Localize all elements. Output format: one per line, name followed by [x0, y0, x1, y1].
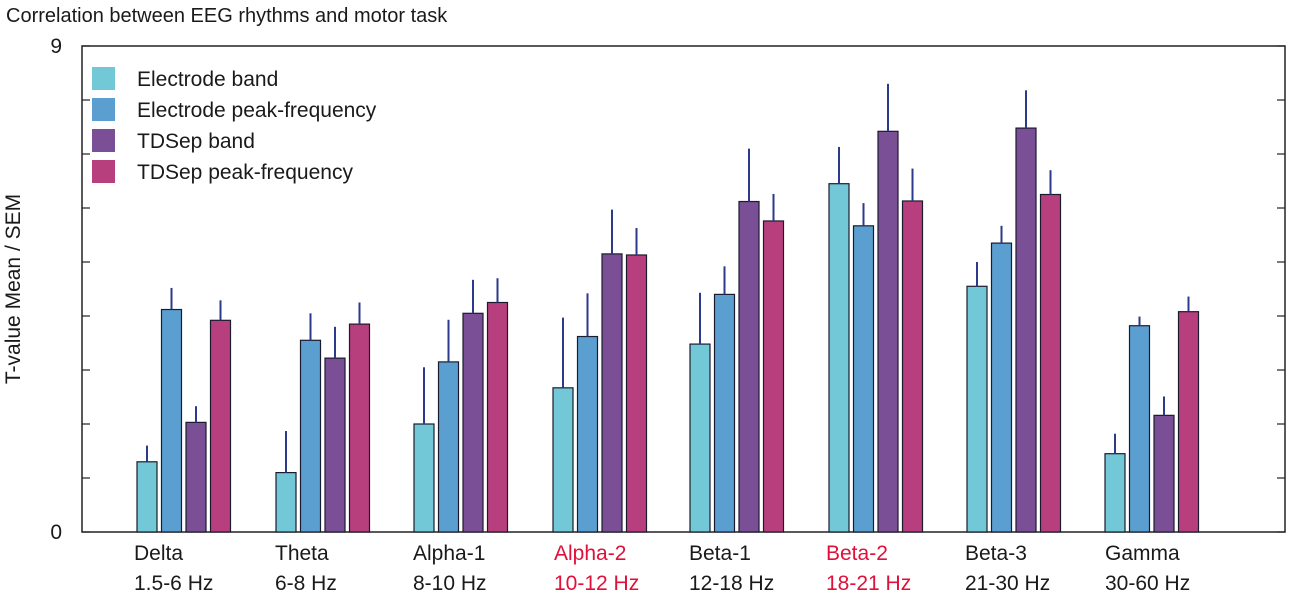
y-tick-label-min: 0: [50, 521, 62, 544]
category-label-alpha-2: Alpha-2: [554, 542, 626, 565]
category-label-alpha-1: Alpha-1: [413, 542, 485, 565]
bar-alpha-2-s3: [601, 253, 623, 533]
bar-delta-s2: [160, 308, 183, 533]
category-range-beta-2: 18-21 Hz: [826, 572, 911, 595]
legend-swatch-4: [92, 160, 115, 183]
bar-alpha-1-s2: [437, 361, 460, 533]
chart-title: Correlation between EEG rhythms and moto…: [6, 5, 448, 27]
category-label-theta: Theta: [275, 542, 329, 565]
category-range-alpha-1: 8-10 Hz: [413, 572, 487, 595]
bar-beta-3-s4: [1039, 193, 1062, 533]
y-axis-label: T-value Mean / SEM: [2, 194, 25, 384]
category-range-beta-1: 12-18 Hz: [689, 572, 774, 595]
category-range-gamma: 30-60 Hz: [1105, 572, 1190, 595]
bar-beta-1-s3: [738, 200, 760, 533]
category-label-delta: Delta: [134, 542, 183, 565]
bar-alpha-2-s4: [625, 254, 648, 533]
bar-theta-s3: [324, 357, 346, 533]
legend-swatch-3: [92, 129, 115, 152]
error-bars: [146, 83, 1190, 473]
bar-beta-2-s3: [877, 130, 899, 533]
bar-beta-2-s1: [828, 183, 850, 533]
legend-label-4: TDSep peak-frequency: [137, 161, 353, 184]
category-range-alpha-2: 10-12 Hz: [554, 572, 639, 595]
category-range-delta: 1.5-6 Hz: [134, 572, 213, 595]
bar-gamma-s1: [1104, 453, 1126, 533]
bar-beta-3-s2: [990, 242, 1013, 533]
bar-delta-s1: [136, 461, 158, 533]
plot-area: [81, 45, 1286, 533]
bar-beta-1-s1: [689, 343, 711, 533]
category-label-gamma: Gamma: [1105, 542, 1180, 565]
bar-gamma-s4: [1177, 311, 1200, 533]
bar-theta-s4: [348, 323, 371, 533]
bar-alpha-2-s2: [576, 335, 599, 533]
legend-label-2: Electrode peak-frequency: [137, 99, 377, 122]
bar-groups: [136, 127, 1200, 533]
category-range-beta-3: 21-30 Hz: [965, 572, 1050, 595]
category-label-beta-2: Beta-2: [826, 542, 888, 565]
bar-delta-s4: [209, 319, 232, 533]
legend: Electrode band Electrode peak-frequency TD…: [92, 67, 377, 184]
y-axis-tick-labels: 09: [50, 35, 62, 544]
bar-beta-1-s4: [762, 220, 785, 533]
legend-label-1: Electrode band: [137, 68, 278, 91]
bar-alpha-1-s1: [413, 423, 435, 533]
bar-beta-2-s4: [901, 200, 924, 533]
legend-swatch-1: [92, 67, 115, 90]
category-label-beta-3: Beta-3: [965, 542, 1027, 565]
x-axis-category-labels: Delta 1.5-6 Hz Theta 6-8 Hz Alpha-1 8-10 Hz Al…: [134, 542, 1190, 595]
bar-alpha-1-s4: [486, 301, 509, 533]
category-range-theta: 6-8 Hz: [275, 572, 337, 595]
bar-gamma-s3: [1153, 414, 1175, 533]
legend-swatch-2: [92, 98, 115, 121]
bar-gamma-s2: [1128, 325, 1151, 533]
bar-theta-s1: [275, 472, 297, 533]
bar-alpha-1-s3: [462, 312, 484, 533]
bar-alpha-2-s1: [552, 387, 574, 533]
y-tick-label-max: 9: [50, 35, 62, 58]
bar-beta-3-s3: [1015, 127, 1037, 533]
bar-delta-s3: [185, 421, 207, 533]
bar-beta-3-s1: [966, 285, 988, 533]
category-label-beta-1: Beta-1: [689, 542, 751, 565]
bar-beta-2-s2: [852, 225, 875, 533]
bar-beta-1-s2: [713, 293, 736, 533]
bar-theta-s2: [299, 339, 322, 533]
legend-label-3: TDSep band: [137, 130, 255, 153]
y-axis-ticks: [82, 45, 1285, 533]
